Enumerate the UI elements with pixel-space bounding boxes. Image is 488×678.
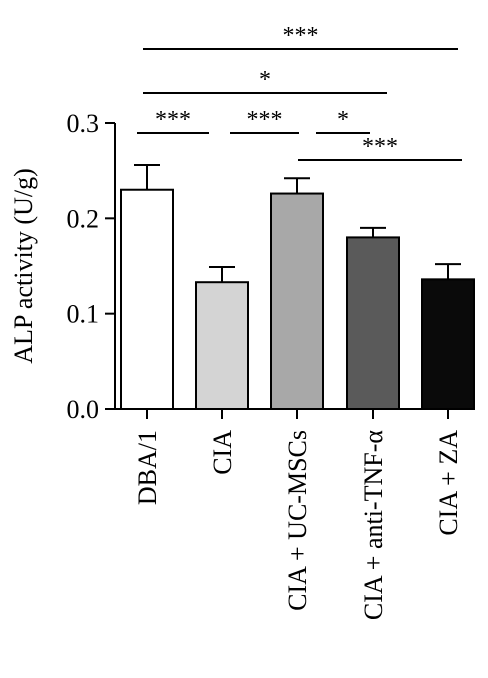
significance-label: *: [259, 67, 271, 93]
axes: [114, 123, 472, 410]
bar: [120, 188, 174, 410]
x-category-label: CIA + ZA: [434, 430, 463, 536]
x-category-label: CIA + UC-MSCs: [283, 430, 312, 611]
bars: [120, 163, 475, 411]
y-axis-label: ALP activity (U/g): [9, 168, 38, 363]
x-category-label: CIA + anti-TNF-α: [359, 430, 388, 620]
y-tick-label: 0.2: [67, 204, 100, 233]
bar: [195, 281, 249, 410]
significance-label: ***: [283, 23, 319, 49]
y-ticks: 0.0 0.1 0.2 0.3: [67, 109, 115, 424]
significance-label: *: [337, 107, 349, 133]
significance-label: ***: [247, 107, 283, 133]
bar: [346, 236, 400, 410]
bar: [270, 192, 324, 410]
significance-label: ***: [362, 134, 398, 160]
significance-annotations: ******* *** ****: [137, 23, 462, 161]
y-tick-label: 0.3: [67, 109, 100, 138]
significance-label: ***: [155, 107, 191, 133]
x-category-label: CIA: [208, 430, 237, 475]
x-categories: DBA/1 CIA CIA + UC-MSCs CIA + anti-TNF-α CIA…: [133, 409, 463, 620]
bar: [421, 278, 475, 411]
y-tick-label: 0.0: [67, 395, 100, 424]
x-category-label: DBA/1: [133, 430, 162, 505]
y-tick-label: 0.1: [67, 300, 100, 329]
